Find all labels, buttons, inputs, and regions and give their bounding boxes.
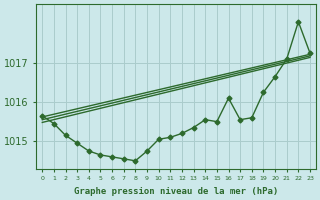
- X-axis label: Graphe pression niveau de la mer (hPa): Graphe pression niveau de la mer (hPa): [74, 187, 278, 196]
